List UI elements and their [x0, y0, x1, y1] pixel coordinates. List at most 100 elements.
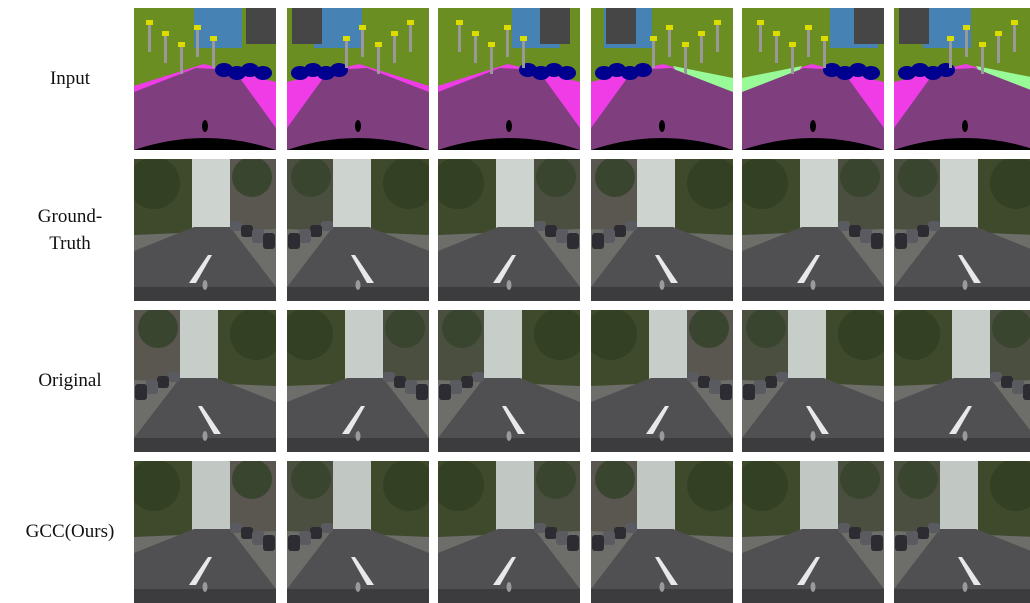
parked-car — [720, 384, 732, 400]
ego-hood — [591, 438, 733, 452]
row-label-line-1: Original — [38, 370, 102, 391]
tree-canopy — [442, 310, 482, 348]
parked-car — [168, 372, 180, 382]
building-region — [899, 8, 929, 44]
parked-car — [545, 527, 557, 539]
lane-marking — [949, 406, 972, 434]
tree-canopy — [894, 310, 940, 360]
tree-canopy — [687, 461, 733, 511]
building-region — [540, 8, 570, 44]
parked-car — [990, 372, 1002, 382]
sign-segment — [773, 31, 780, 36]
pole-segment — [490, 42, 493, 74]
lane-marking — [502, 406, 525, 434]
sign-segment — [714, 20, 721, 25]
pole-segment — [965, 25, 968, 57]
pole-segment — [409, 20, 412, 52]
lane-marking — [493, 255, 516, 283]
ego-hood — [438, 589, 580, 603]
parked-car — [1012, 380, 1024, 394]
tree-canopy — [687, 159, 733, 209]
hood-ornament — [962, 431, 968, 441]
pole-segment — [212, 36, 215, 68]
segmentation-map-image — [134, 8, 276, 150]
sign-segment — [391, 31, 398, 36]
car-segment — [862, 66, 880, 80]
pole-segment — [997, 31, 1000, 63]
parked-car — [906, 531, 918, 545]
sign-segment — [789, 42, 796, 47]
sign-segment — [666, 25, 673, 30]
parked-car — [310, 527, 322, 539]
tree-canopy — [746, 310, 786, 348]
pole-segment — [823, 36, 826, 68]
hood-ornament — [355, 582, 361, 592]
pole-segment — [759, 20, 762, 52]
tree-canopy — [287, 310, 333, 360]
hood-ornament — [506, 582, 512, 592]
parked-car — [252, 229, 264, 243]
street-scene-image — [591, 310, 733, 452]
road-region — [894, 68, 1030, 150]
ego-vehicle-region — [287, 138, 429, 150]
lane-marking — [493, 557, 516, 585]
street-scene-image — [438, 159, 580, 301]
pole-segment — [458, 20, 461, 52]
parked-car — [838, 221, 850, 231]
pole-segment — [377, 42, 380, 74]
pole-segment — [668, 25, 671, 57]
parked-car — [709, 380, 721, 394]
hood-ornament — [202, 582, 208, 592]
parked-car — [252, 531, 264, 545]
hood-ornament — [810, 582, 816, 592]
tree-canopy — [536, 461, 576, 499]
row-label-line-1: Ground- — [37, 206, 103, 227]
lane-marking — [189, 255, 212, 283]
segmentation-map-image — [894, 8, 1030, 150]
ego-hood — [438, 438, 580, 452]
tree-canopy — [138, 310, 178, 348]
tree-canopy — [134, 461, 180, 511]
pole-segment — [684, 42, 687, 74]
parked-car — [895, 535, 907, 551]
parked-car — [860, 229, 872, 243]
ego-ornament — [506, 120, 512, 132]
street-scene-image — [894, 310, 1030, 452]
tree-canopy — [742, 461, 788, 511]
ego-hood — [742, 589, 884, 603]
parked-car — [603, 229, 615, 243]
sign-segment — [682, 42, 689, 47]
ego-vehicle-region — [438, 138, 580, 150]
parked-car — [592, 233, 604, 249]
sign-segment — [472, 31, 479, 36]
ego-hood — [894, 287, 1030, 301]
ego-vehicle-region — [591, 138, 733, 150]
ego-hood — [591, 287, 733, 301]
pole-segment — [393, 31, 396, 63]
sign-segment — [210, 36, 217, 41]
ego-ornament — [202, 120, 208, 132]
segmentation-map-image — [591, 8, 733, 150]
pole-segment — [148, 20, 151, 52]
parked-car — [146, 380, 158, 394]
sign-segment — [520, 36, 527, 41]
sign-segment — [488, 42, 495, 47]
street-scene-image — [134, 159, 276, 301]
ego-hood — [591, 589, 733, 603]
building-region — [606, 8, 636, 44]
car-segment — [898, 66, 916, 80]
street-scene-image — [894, 461, 1030, 603]
parked-car — [567, 535, 579, 551]
parked-car — [895, 233, 907, 249]
pole-segment — [716, 20, 719, 52]
parked-car — [614, 225, 626, 237]
tree-canopy — [992, 310, 1030, 348]
sign-segment — [979, 42, 986, 47]
parked-car — [472, 372, 484, 382]
row-label: Ground- Truth — [0, 203, 140, 257]
ego-hood — [438, 287, 580, 301]
row-label-line-1: GCC(Ours) — [25, 521, 115, 542]
sign-segment — [343, 36, 350, 41]
tree-canopy — [134, 159, 180, 209]
row-label: Input — [0, 65, 140, 92]
